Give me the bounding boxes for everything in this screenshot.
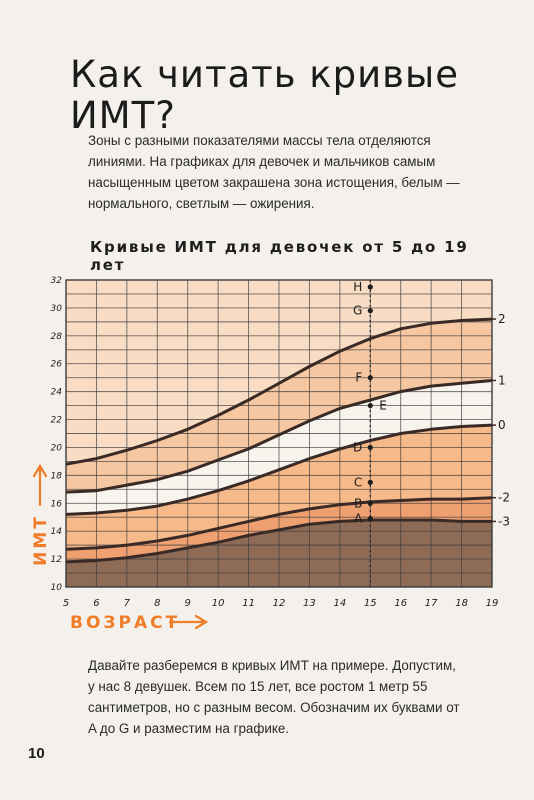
y-tick-label: 26: [51, 360, 63, 370]
point-A: [367, 516, 373, 522]
point-D: [367, 444, 373, 451]
y-axis-label: ИМТ: [31, 514, 51, 566]
curve-label--2: -2: [498, 491, 510, 505]
y-axis-arrow: [32, 463, 48, 507]
point-label-E: E: [379, 399, 387, 413]
curve-0: [65, 423, 493, 516]
point-label-G: G: [353, 304, 362, 318]
point-F: [367, 375, 373, 381]
x-tick-label: 17: [425, 598, 438, 609]
y-tick-label: 30: [51, 304, 63, 314]
x-tick-label: 14: [333, 598, 346, 609]
x-axis-label: ВОЗРАСТ: [70, 613, 180, 633]
zone-wasting: [66, 497, 492, 562]
point-label-B: B: [354, 496, 362, 510]
point-E: [367, 402, 373, 409]
curve--3: [65, 518, 492, 564]
point-C: [367, 479, 373, 485]
plot-frame: [65, 279, 493, 588]
chart-title: Кривые ИМТ для девочек от 5 до 19 лет: [90, 238, 469, 274]
x-tick-label: 15: [364, 598, 377, 609]
y-tick-label: 20: [51, 443, 63, 453]
y-tick-label: 12: [51, 555, 63, 565]
curve-1: [65, 379, 493, 494]
y-tick-label: 10: [51, 583, 63, 593]
curve-label--3: -3: [498, 514, 510, 528]
page-number: 10: [28, 745, 45, 762]
y-tick-label: 28: [51, 332, 63, 342]
x-tick-label: 5: [63, 598, 69, 609]
point-G: [367, 308, 373, 314]
x-tick-label: 7: [124, 598, 131, 609]
curve--2: [65, 496, 493, 551]
y-tick-label: 16: [51, 499, 63, 509]
x-tick-label: 12: [273, 598, 286, 609]
point-B: [367, 500, 373, 506]
x-axis-arrow: [168, 614, 209, 630]
x-tick-label: 13: [303, 598, 316, 609]
x-tick-label: 10: [212, 598, 225, 609]
point-label-F: F: [355, 371, 362, 385]
example-paragraph: Давайте разберемся в кривых ИМТ на приме…: [88, 658, 460, 736]
point-H: [367, 284, 373, 290]
x-tick-label: 18: [455, 598, 468, 609]
y-tick-label: 14: [51, 527, 63, 537]
y-tick-label: 24: [51, 388, 63, 398]
curve-label-0: 0: [498, 418, 506, 432]
y-tick-label: 32: [51, 276, 63, 286]
curve-label-1: 1: [498, 373, 506, 387]
page-title: Как читать кривые ИМТ?: [70, 53, 459, 137]
x-tick-label: 19: [486, 598, 499, 609]
y-tick-label: 18: [51, 471, 63, 481]
x-tick-label: 6: [93, 598, 99, 609]
curve-2: [65, 317, 493, 466]
x-tick-label: 8: [154, 598, 160, 609]
point-label-C: C: [354, 475, 362, 489]
curve-label-2: 2: [498, 312, 506, 326]
x-tick-label: 11: [242, 598, 255, 609]
point-label-A: A: [354, 512, 363, 526]
x-tick-label: 16: [394, 598, 407, 609]
point-label-H: H: [353, 280, 362, 294]
y-tick-label: 22: [51, 416, 63, 426]
intro-paragraph: Зоны с разными показателями массы тела о…: [88, 133, 460, 211]
x-tick-label: 9: [185, 598, 191, 609]
point-label-D: D: [353, 440, 362, 454]
